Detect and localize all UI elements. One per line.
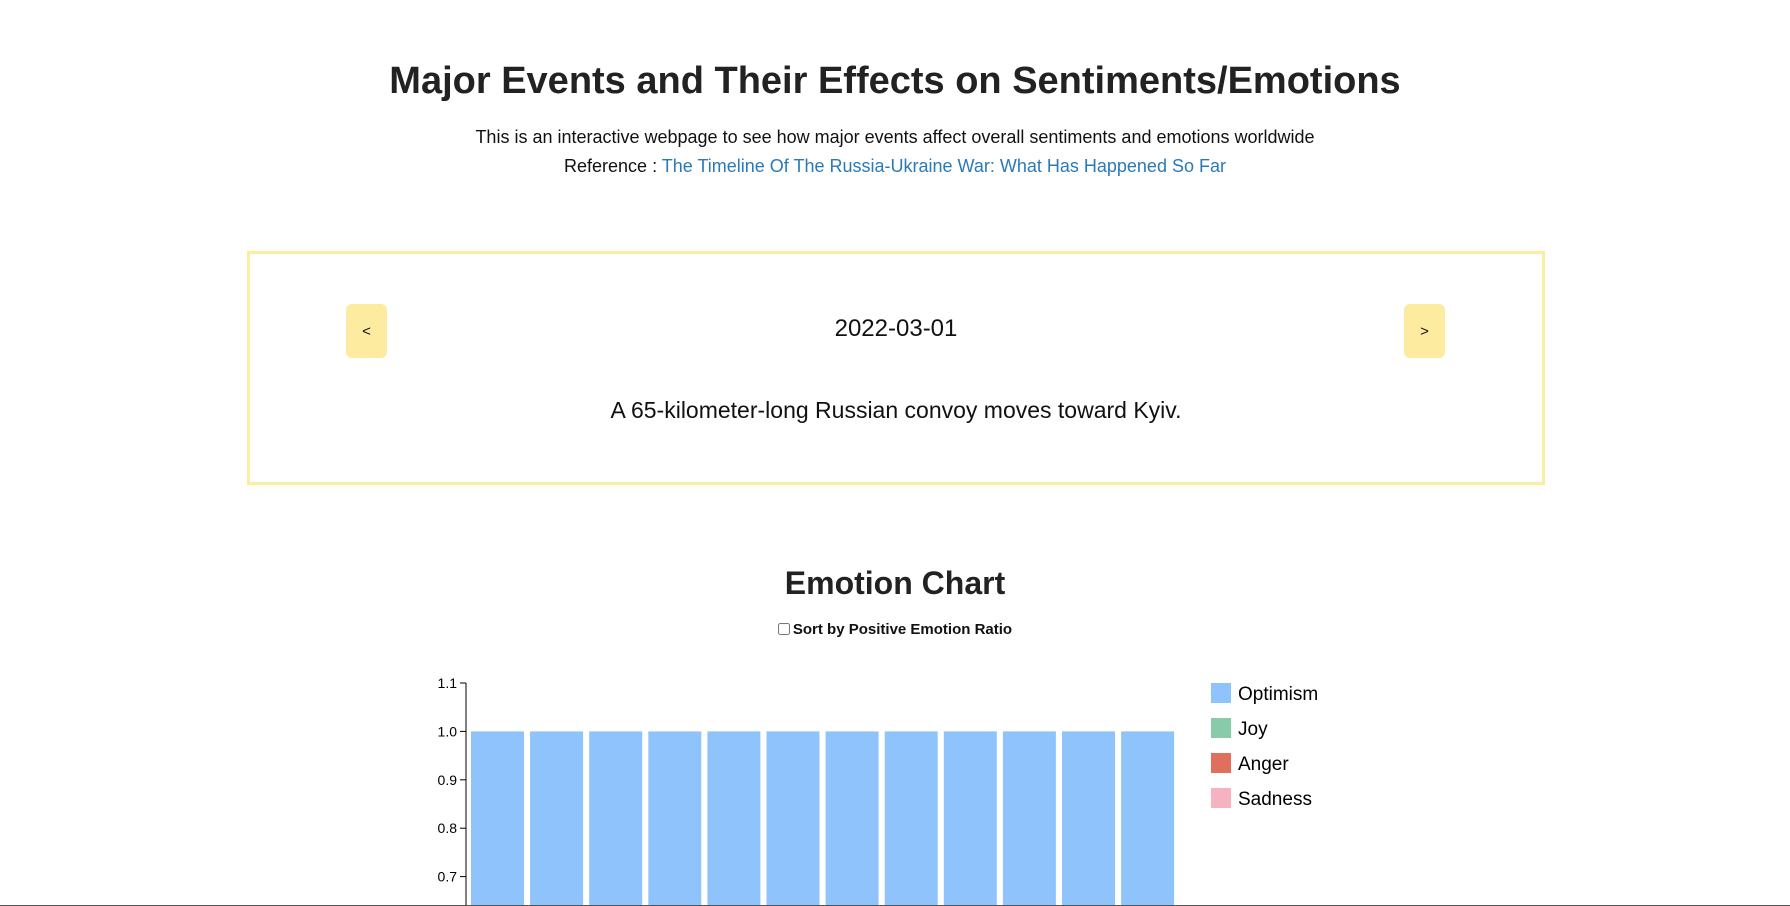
sort-label: Sort by Positive Emotion Ratio bbox=[792, 621, 1013, 638]
event-description: A 65-kilometer-long Russian convoy moves… bbox=[610, 397, 1182, 423]
bar-optimism-11 bbox=[1062, 731, 1115, 906]
y-tick-label: 0.7 bbox=[438, 869, 458, 885]
bar-optimism-9 bbox=[943, 731, 997, 906]
reference-label: Reference : bbox=[564, 156, 662, 176]
y-tick-label: 0.9 bbox=[438, 772, 458, 788]
legend-swatch-joy bbox=[1211, 718, 1231, 738]
next-event-button[interactable]: > bbox=[1404, 304, 1445, 358]
sort-checkbox[interactable] bbox=[777, 623, 790, 635]
legend-swatch-sadness bbox=[1211, 788, 1231, 808]
legend-swatch-optimism bbox=[1211, 683, 1231, 703]
legend-label-anger: Anger bbox=[1238, 754, 1289, 775]
reference-line: Reference : The Timeline Of The Russia-U… bbox=[0, 156, 1790, 177]
sort-toggle[interactable]: Sort by Positive Emotion Ratio bbox=[0, 621, 1790, 638]
bar-optimism-12 bbox=[1121, 731, 1175, 906]
bar-optimism-10 bbox=[1002, 731, 1056, 906]
bar-optimism-1 bbox=[471, 731, 524, 906]
legend-label-joy: Joy bbox=[1238, 719, 1268, 740]
legend-label-optimism: Optimism bbox=[1238, 684, 1318, 705]
page-description: This is an interactive webpage to see ho… bbox=[475, 127, 1315, 147]
prev-event-button[interactable]: < bbox=[346, 304, 387, 358]
bar-optimism-8 bbox=[884, 731, 938, 906]
bar-optimism-4 bbox=[648, 731, 702, 906]
reference-link[interactable]: The Timeline Of The Russia-Ukraine War: … bbox=[661, 156, 1226, 176]
bar-optimism-2 bbox=[530, 731, 584, 906]
event-date: 2022-03-01 bbox=[834, 315, 958, 342]
bar-optimism-7 bbox=[825, 731, 879, 906]
legend-swatch-anger bbox=[1211, 753, 1231, 773]
event-panel: < 2022-03-01 > A 65-kilometer-long Russi… bbox=[247, 251, 1545, 485]
y-tick-label: 1.0 bbox=[438, 723, 458, 739]
legend-label-sadness: Sadness bbox=[1238, 789, 1312, 810]
chart-title: Emotion Chart bbox=[784, 565, 1006, 601]
page-title: Major Events and Their Effects on Sentim… bbox=[389, 60, 1401, 102]
bar-optimism-5 bbox=[707, 731, 761, 906]
bar-optimism-6 bbox=[766, 731, 820, 906]
y-tick-label: 0.8 bbox=[438, 820, 458, 836]
y-tick-label: 1.1 bbox=[438, 675, 458, 691]
bar-optimism-3 bbox=[589, 731, 643, 906]
